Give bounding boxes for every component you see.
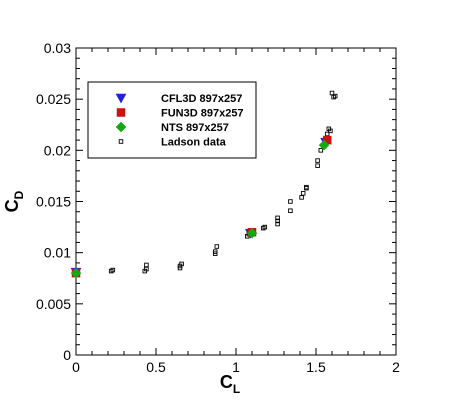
legend-label: Ladson data — [161, 137, 227, 149]
y-tick-label: 0 — [63, 347, 71, 363]
y-tick-label: 0.015 — [36, 194, 71, 210]
x-tick-label: 1 — [232, 359, 240, 375]
legend: CFL3D 897x257 FUN3D 897x257 NTS 897x257 Lad… — [87, 81, 257, 159]
data-point — [304, 184, 309, 190]
data-point — [329, 90, 335, 96]
data-point — [315, 163, 320, 168]
data-points — [70, 90, 338, 279]
data-point — [246, 227, 258, 239]
data-point — [144, 262, 149, 268]
data-point — [275, 221, 280, 227]
legend-marker — [116, 108, 126, 117]
legend-label: CFL3D 897x257 — [161, 93, 242, 105]
data-point — [110, 267, 116, 273]
legend-box — [87, 81, 257, 159]
legend-marker — [118, 139, 124, 144]
data-point — [144, 266, 149, 272]
data-point — [214, 244, 220, 249]
data-point — [70, 267, 82, 279]
data-point — [332, 93, 338, 99]
axis-labels: CL CD — [2, 190, 240, 396]
x-tick-label: 0.5 — [146, 359, 166, 375]
data-point — [315, 158, 320, 163]
x-tick-label: 1.5 — [306, 359, 326, 375]
x-tick-label: 2 — [392, 359, 400, 375]
data-point — [324, 131, 330, 137]
data-point — [262, 224, 268, 230]
data-point — [304, 185, 309, 191]
data-point — [288, 208, 293, 213]
series-diamond — [70, 139, 330, 279]
x-axis-label: CL — [220, 372, 240, 396]
legend-label: FUN3D 897x257 — [161, 108, 244, 120]
data-point — [328, 128, 333, 134]
y-tick-label: 0.025 — [36, 91, 71, 107]
legend-label: NTS 897x257 — [161, 122, 229, 134]
series-triangle-down — [70, 137, 332, 278]
y-tick-label: 0.03 — [44, 40, 71, 56]
y-tick-label: 0.02 — [44, 142, 71, 158]
data-point — [299, 195, 304, 200]
y-tick-label: 0.005 — [36, 296, 71, 312]
data-point — [275, 215, 280, 221]
y-tick-label: 0.01 — [44, 245, 71, 261]
legend-marker — [115, 121, 127, 133]
data-point — [300, 191, 306, 196]
ticks: 0 0.5 1 1.5 2 0 0.005 0.01 0.015 0.02 0.025 0.03 — [36, 40, 400, 375]
data-point — [318, 139, 330, 151]
data-point — [212, 249, 218, 254]
data-point — [275, 218, 280, 224]
x-tick-label: 0 — [72, 359, 80, 375]
legend-marker — [115, 93, 127, 104]
data-point — [318, 148, 324, 153]
data-point — [288, 199, 293, 204]
data-point — [179, 261, 184, 267]
y-axis-label: CD — [2, 190, 26, 212]
